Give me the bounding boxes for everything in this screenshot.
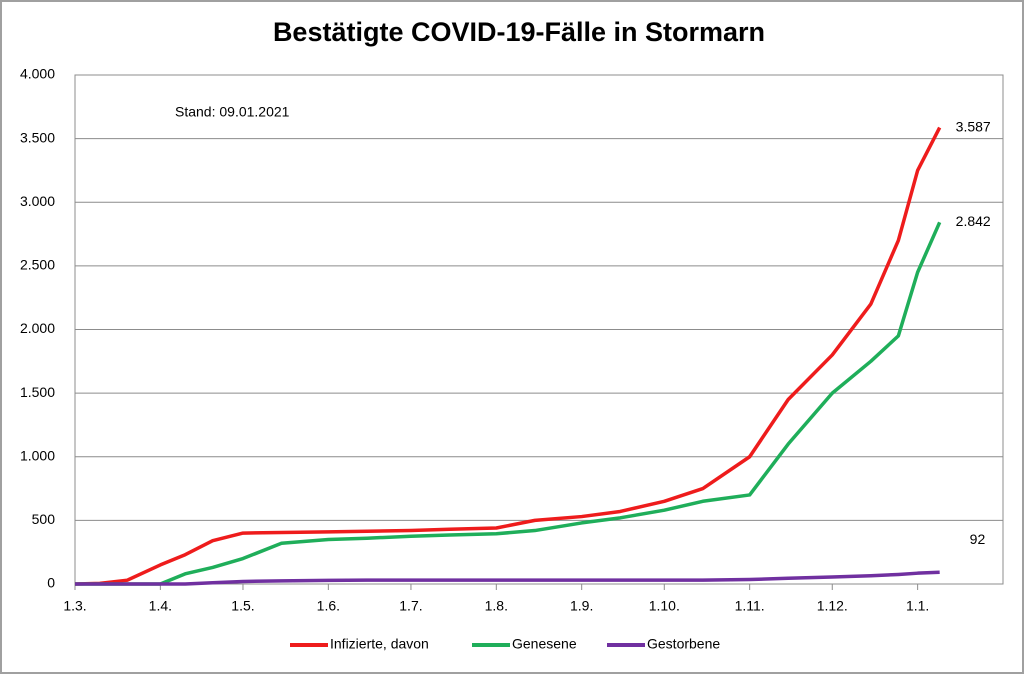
x-tick-label: 1.5.: [231, 598, 254, 614]
series-line: [74, 126, 942, 586]
y-tick-label: 2.000: [20, 320, 55, 336]
x-tick-label: 1.10.: [649, 598, 680, 614]
y-tick-label: 0: [47, 575, 55, 591]
y-tick-label: 500: [32, 511, 56, 527]
legend-label: Genesene: [512, 636, 577, 652]
data-label: 3.587: [956, 118, 991, 134]
y-tick-label: 3.500: [20, 129, 55, 145]
data-label: 92: [970, 531, 986, 547]
x-tick-label: 1.9.: [570, 598, 593, 614]
series-line: [75, 570, 940, 586]
y-tick-label: 3.000: [20, 193, 55, 209]
chart-title: Bestätigte COVID-19-Fälle in Stormarn: [273, 17, 765, 47]
x-tick-label: 1.1.: [906, 598, 929, 614]
annotation: Stand: 09.01.2021: [175, 104, 290, 120]
x-tick-label: 1.8.: [485, 598, 508, 614]
legend-label: Infizierte, davon: [330, 636, 429, 652]
y-tick-label: 4.000: [20, 66, 55, 82]
y-tick-label: 2.500: [20, 257, 55, 273]
series-line: [75, 221, 942, 586]
x-tick-label: 1.6.: [317, 598, 340, 614]
y-tick-label: 1.000: [20, 447, 55, 463]
x-tick-label: 1.11.: [735, 598, 765, 614]
plot-frame: [74, 74, 1004, 585]
x-tick-label: 1.4.: [149, 598, 172, 614]
y-tick-label: 1.500: [20, 384, 55, 400]
data-label: 2.842: [956, 213, 991, 229]
x-tick-label: 1.3.: [63, 598, 86, 614]
legend-label: Gestorbene: [647, 636, 720, 652]
x-tick-label: 1.7.: [399, 598, 422, 614]
x-tick-label: 1.12.: [817, 598, 848, 614]
